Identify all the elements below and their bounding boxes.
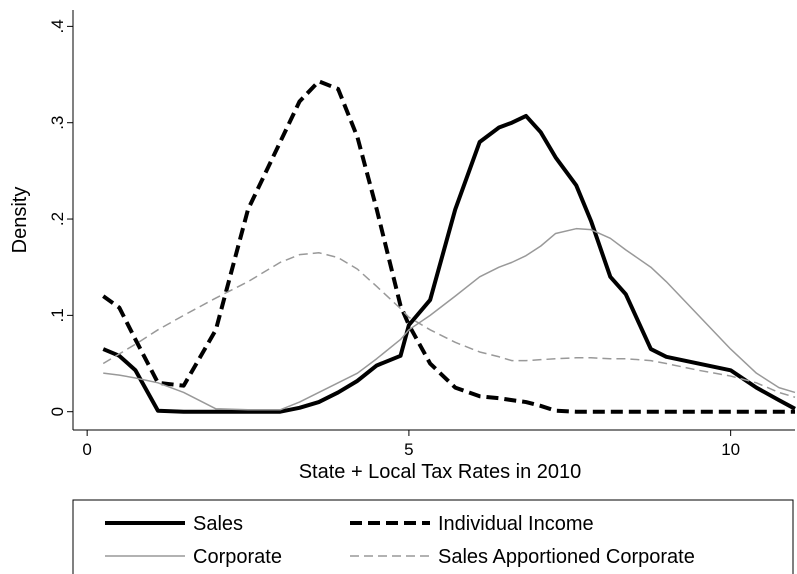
legend-box xyxy=(72,499,794,574)
y-tick-label: .3 xyxy=(48,116,67,130)
x-tick-label: 0 xyxy=(82,440,91,459)
series-line xyxy=(103,227,796,411)
x-axis-title: State + Local Tax Rates in 2010 xyxy=(299,461,582,483)
y-tick-label: .4 xyxy=(48,19,67,33)
series-line xyxy=(102,113,796,414)
legend-label: Corporate xyxy=(193,546,282,568)
x-tick-label: 5 xyxy=(404,440,413,459)
y-axis-title: Density xyxy=(9,187,31,254)
legend-label: Sales xyxy=(193,513,243,535)
y-tick-label: .2 xyxy=(48,212,67,226)
series-line xyxy=(102,79,795,414)
legend-label: Individual Income xyxy=(438,513,594,535)
series-line xyxy=(102,252,796,398)
x-tick-label: 10 xyxy=(721,440,740,459)
y-tick-label: 0 xyxy=(48,407,67,416)
y-tick-label: .1 xyxy=(48,308,67,322)
legend-label: Sales Apportioned Corporate xyxy=(438,546,695,568)
